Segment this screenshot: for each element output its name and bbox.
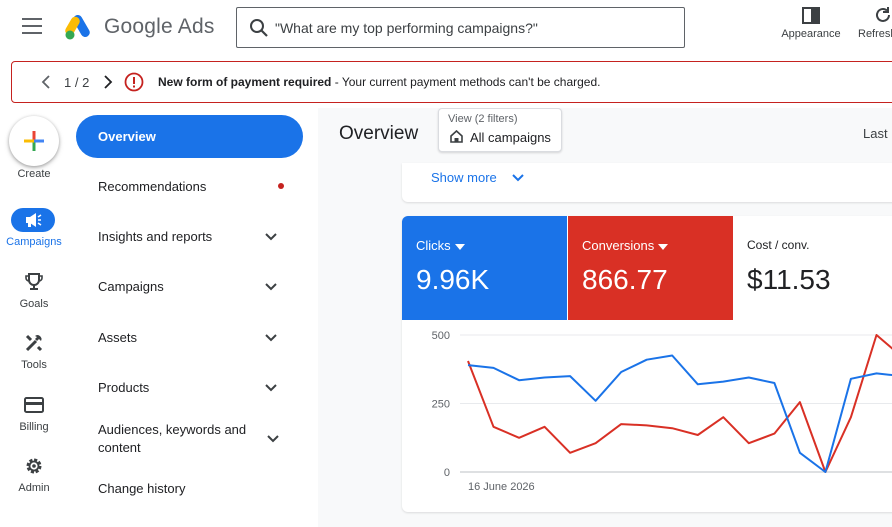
chevron-down-icon[interactable] <box>264 232 278 242</box>
rail-item-tools[interactable]: Tools <box>0 331 68 389</box>
main-content: Show more Overview View (2 filters) All … <box>318 108 892 527</box>
rail-item-campaigns[interactable]: Campaigns <box>0 208 68 266</box>
performance-chart-card: Clicks 9.96K Conversions 866.77 Cost / c… <box>402 216 892 512</box>
metric-clicks-value: 9.96K <box>416 264 490 295</box>
appearance-label: Appearance <box>781 28 841 40</box>
payment-alert-banner: 1 / 2 New form of payment required - You… <box>11 61 892 103</box>
refresh-icon <box>876 7 890 22</box>
y-tick-label: 250 <box>432 399 450 411</box>
search-input[interactable] <box>275 18 675 38</box>
rail-item-billing[interactable]: Billing <box>0 393 68 451</box>
y-tick-label: 500 <box>432 330 450 342</box>
alert-counter: 1 / 2 <box>64 75 90 90</box>
chevron-down-icon[interactable] <box>264 383 278 393</box>
chevron-down-icon[interactable] <box>266 434 280 444</box>
rail-label-tools: Tools <box>21 359 47 371</box>
card-icon <box>24 397 44 413</box>
chevron-down-icon[interactable] <box>264 333 278 343</box>
chevron-right-icon[interactable] <box>102 74 114 90</box>
alert-detail: - Your current payment methods can't be … <box>331 75 601 89</box>
page-title: Overview <box>339 123 419 144</box>
plus-icon <box>24 131 44 151</box>
y-tick-label: 0 <box>444 467 450 479</box>
store-icon <box>450 130 463 143</box>
search-icon <box>250 19 268 37</box>
nav-item-assets[interactable]: Assets <box>98 330 138 345</box>
metric-clicks[interactable]: Clicks 9.96K <box>402 216 567 320</box>
x-tick-label: 16 June 2026 <box>468 481 535 493</box>
left-rail: Create Campaigns Goals Tools <box>0 108 68 527</box>
error-icon <box>124 72 144 92</box>
google-ads-logo <box>65 15 90 40</box>
campaigns-pill <box>11 208 55 232</box>
alert-message: New form of payment required - Your curr… <box>158 75 601 89</box>
chevron-left-icon[interactable] <box>40 74 52 90</box>
show-more-label: Show more <box>431 170 497 185</box>
metric-clicks-name: Clicks <box>416 238 451 253</box>
appearance-icon <box>802 7 820 24</box>
rail-label-admin: Admin <box>18 482 50 494</box>
trophy-icon <box>25 273 43 290</box>
search-box[interactable] <box>236 7 685 48</box>
refresh-label: Refresh <box>858 28 892 40</box>
top-bar: Google Ads Appearance Refresh <box>0 0 892 56</box>
nav-item-products[interactable]: Products <box>98 380 150 395</box>
megaphone-icon <box>26 213 42 227</box>
chevron-down-icon[interactable] <box>264 282 278 292</box>
dropdown-icon <box>454 243 465 250</box>
tools-icon <box>25 334 43 352</box>
brand-name: Google Ads <box>104 15 215 38</box>
metric-cost-name: Cost / conv. <box>747 238 810 252</box>
nav-item-change-history[interactable]: Change history <box>98 481 186 496</box>
metric-conversions-name: Conversions <box>582 238 655 253</box>
refresh-button[interactable]: Refresh <box>858 4 892 40</box>
view-filter-label: View (2 filters) <box>448 113 518 125</box>
view-filter-value: All campaigns <box>470 130 551 145</box>
rail-label-goals: Goals <box>19 298 49 310</box>
show-more-button[interactable]: Show more <box>431 170 524 185</box>
create-label: Create <box>17 168 51 180</box>
metric-conversions-value: 866.77 <box>582 264 668 295</box>
metric-cost-value: $11.53 <box>747 264 831 295</box>
gear-icon <box>26 458 42 474</box>
alert-title: New form of payment required <box>158 75 332 89</box>
chevron-down-icon <box>512 174 524 182</box>
nav-item-recommendations[interactable]: Recommendations <box>98 179 207 194</box>
line-chart: 500 250 0 16 June 2026 <box>432 330 892 493</box>
metric-conversions[interactable]: Conversions 866.77 <box>568 216 733 320</box>
menu-icon[interactable] <box>22 18 42 34</box>
rail-label-campaigns: Campaigns <box>6 236 62 248</box>
create-button[interactable] <box>9 116 59 166</box>
nav-item-audiences[interactable]: Audiences, keywords and content <box>98 422 247 455</box>
rail-item-goals[interactable]: Goals <box>0 270 68 328</box>
rail-item-admin[interactable]: Admin <box>0 454 68 512</box>
nav-item-insights[interactable]: Insights and reports <box>98 229 213 244</box>
rail-label-billing: Billing <box>19 421 49 433</box>
series-line-clicks <box>467 354 892 473</box>
view-filter-button[interactable]: View (2 filters) All campaigns <box>438 108 562 152</box>
nav-item-campaigns[interactable]: Campaigns <box>98 279 164 294</box>
metric-cost-per-conv[interactable]: Cost / conv. $11.53 <box>733 216 892 320</box>
date-range-label[interactable]: Last <box>863 126 888 141</box>
nav-panel: Overview Recommendations Insights and re… <box>68 108 318 527</box>
nav-item-overview[interactable]: Overview <box>76 115 303 158</box>
dropdown-icon <box>658 243 669 250</box>
series-line-conversions <box>467 334 892 473</box>
summary-card: Show more <box>402 163 892 202</box>
notification-dot <box>278 183 284 189</box>
appearance-button[interactable]: Appearance <box>778 4 844 40</box>
